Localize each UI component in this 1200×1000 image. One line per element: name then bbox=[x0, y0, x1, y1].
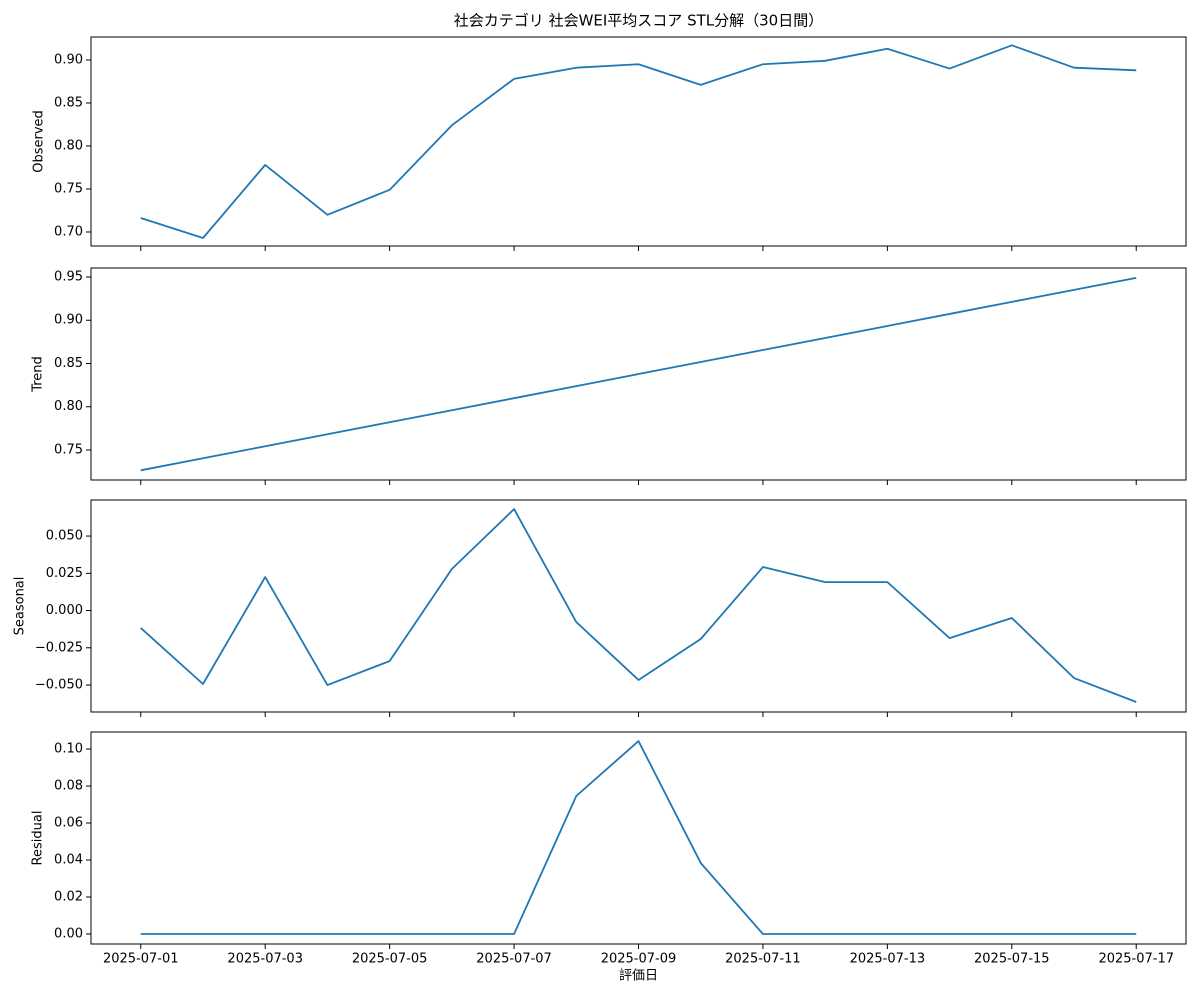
y-tick-label: 0.000 bbox=[46, 603, 83, 618]
x-axis-label: 評価日 bbox=[619, 969, 658, 984]
y-tick-label: −0.025 bbox=[35, 640, 83, 655]
y-axis-label: Seasonal bbox=[13, 577, 28, 636]
plot-frame bbox=[90, 36, 1187, 247]
series-line bbox=[140, 740, 1137, 935]
series-line bbox=[140, 44, 1137, 239]
y-tick-label: 0.00 bbox=[54, 927, 83, 942]
y-tick-label: 0.85 bbox=[54, 356, 83, 371]
y-tick-label: 0.050 bbox=[46, 529, 83, 544]
y-tick-label: 0.85 bbox=[54, 95, 83, 110]
x-tick-label: 2025-07-01 bbox=[103, 952, 179, 967]
y-tick-label: 0.08 bbox=[54, 779, 83, 794]
y-tick-label: 0.06 bbox=[54, 816, 83, 831]
y-axis-label: Observed bbox=[32, 110, 47, 173]
x-tick-label: 2025-07-11 bbox=[725, 952, 801, 967]
y-tick-label: 0.10 bbox=[54, 742, 83, 757]
y-axis-label: Residual bbox=[31, 811, 46, 866]
y-tick-label: 0.80 bbox=[54, 138, 83, 153]
y-tick-label: 0.90 bbox=[54, 52, 83, 67]
y-tick-label: 0.025 bbox=[46, 566, 83, 581]
x-tick-label: 2025-07-05 bbox=[352, 952, 428, 967]
y-tick-label: 0.70 bbox=[54, 224, 83, 239]
x-tick-label: 2025-07-13 bbox=[850, 952, 926, 967]
y-tick-label: 0.90 bbox=[54, 313, 83, 328]
y-tick-label: 0.75 bbox=[54, 181, 83, 196]
chart-title: 社会カテゴリ 社会WEI平均スコア STL分解（30日間） bbox=[454, 12, 823, 30]
y-tick-label: 0.95 bbox=[54, 269, 83, 284]
y-tick-label: 0.80 bbox=[54, 399, 83, 414]
y-tick-label: 0.75 bbox=[54, 442, 83, 457]
y-axis-label: Trend bbox=[31, 356, 46, 393]
x-tick-label: 2025-07-17 bbox=[1098, 952, 1174, 967]
plot-frame bbox=[90, 731, 1187, 945]
y-tick-label: −0.050 bbox=[35, 678, 83, 693]
series-line bbox=[140, 508, 1137, 703]
x-tick-label: 2025-07-03 bbox=[227, 952, 303, 967]
x-tick-label: 2025-07-09 bbox=[601, 952, 677, 967]
x-tick-label: 2025-07-15 bbox=[974, 952, 1050, 967]
series-line bbox=[140, 276, 1137, 472]
x-tick-label: 2025-07-07 bbox=[476, 952, 552, 967]
y-tick-label: 0.04 bbox=[54, 853, 83, 868]
y-tick-label: 0.02 bbox=[54, 890, 83, 905]
